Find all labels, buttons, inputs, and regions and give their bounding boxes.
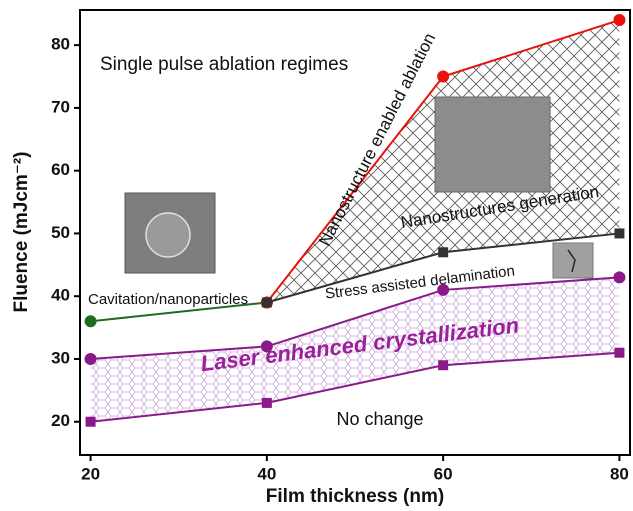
annotation: No change <box>336 409 423 429</box>
y-tick-label: 50 <box>51 223 70 242</box>
y-tick-label: 30 <box>51 348 70 367</box>
x-tick-label: 80 <box>610 464 629 483</box>
sem-inset <box>435 97 550 192</box>
data-point <box>437 71 449 83</box>
annotation: Cavitation/nanoparticles <box>88 291 248 308</box>
y-axis-label: Fluence (mJcm⁻²) <box>11 151 32 312</box>
y-tick-label: 80 <box>51 35 70 54</box>
chart: 20 40 60 80 20 30 40 50 60 70 80 Film thickness (n… <box>0 0 633 511</box>
data-point <box>85 315 97 327</box>
data-point <box>85 353 97 365</box>
sem-inset <box>553 243 593 278</box>
y-tick-label: 60 <box>51 160 70 179</box>
annotation: Single pulse ablation regimes <box>100 54 348 75</box>
data-point <box>438 247 448 257</box>
x-tick-label: 60 <box>434 464 453 483</box>
data-point <box>613 271 625 283</box>
data-point <box>262 398 272 408</box>
x-tick-label: 20 <box>81 464 100 483</box>
data-point <box>438 360 448 370</box>
y-tick-label: 40 <box>51 286 70 305</box>
y-tick-label: 70 <box>51 97 70 116</box>
data-point <box>262 297 272 307</box>
x-axis-label: Film thickness (nm) <box>266 486 444 507</box>
sem-feature <box>146 213 190 257</box>
data-point <box>614 228 624 238</box>
data-point <box>86 417 96 427</box>
data-point <box>614 348 624 358</box>
data-point <box>613 14 625 26</box>
x-tick-label: 40 <box>257 464 276 483</box>
y-tick-label: 20 <box>51 411 70 430</box>
